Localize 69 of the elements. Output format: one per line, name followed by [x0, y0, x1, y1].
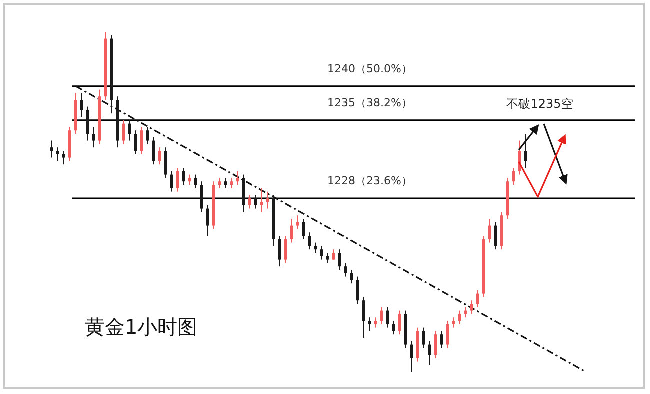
candlestick — [146, 126, 150, 145]
candlestick — [326, 252, 330, 264]
candlestick — [524, 134, 528, 168]
candlestick — [62, 150, 66, 166]
candlestick — [230, 178, 234, 189]
candlestick — [512, 168, 516, 186]
candlestick — [452, 317, 456, 328]
candlestick — [134, 130, 138, 155]
candlestick — [284, 236, 288, 264]
ref-line-label: 1235（38.2%） — [328, 96, 412, 110]
candlestick — [332, 249, 336, 260]
candlestick — [206, 204, 210, 236]
candlestick — [476, 290, 480, 308]
candlestick — [392, 320, 396, 336]
candlestick — [236, 170, 240, 186]
candlestick — [80, 92, 84, 118]
candlestick — [278, 236, 282, 268]
candlestick — [128, 120, 132, 142]
candlestick — [422, 327, 426, 349]
candlestick — [224, 178, 228, 189]
text: 黄金1小时图 — [85, 315, 198, 339]
candlestick — [470, 300, 474, 315]
candlestick — [194, 174, 198, 189]
candlestick — [170, 170, 174, 192]
candlestick — [218, 178, 222, 189]
candlestick — [434, 330, 438, 359]
candlestick — [440, 330, 444, 349]
candlestick — [410, 340, 414, 372]
candlestick — [92, 126, 96, 148]
candlestick — [374, 317, 378, 328]
candlestick — [350, 270, 354, 284]
candlestick — [140, 126, 144, 155]
candlestick — [362, 296, 366, 338]
candlestick — [320, 246, 324, 260]
candlestick — [164, 147, 168, 179]
candlestick — [494, 222, 498, 250]
candlestick — [488, 218, 492, 244]
candlestick — [428, 340, 432, 366]
candlestick — [398, 310, 402, 336]
candlestick — [386, 306, 390, 328]
candlestick — [446, 320, 450, 349]
candlestick — [122, 120, 126, 145]
candlestick — [248, 194, 252, 210]
candlestick — [458, 310, 462, 325]
candlestick — [152, 136, 156, 166]
candlestick — [50, 140, 54, 158]
candlestick — [182, 168, 186, 186]
candlestick — [344, 262, 348, 278]
candlestick — [296, 215, 300, 230]
ref-line-label: 1228（23.6%） — [328, 174, 412, 188]
candlestick — [56, 147, 60, 162]
candlestick — [188, 174, 192, 186]
ref-line-label: 1240（50.0%） — [328, 62, 412, 76]
candlestick — [368, 317, 372, 332]
candlestick — [338, 249, 342, 270]
candlestick — [260, 188, 264, 213]
candlestick — [356, 276, 360, 304]
candlestick — [290, 218, 294, 244]
candlestick — [380, 306, 384, 325]
candlestick — [314, 242, 318, 254]
candlestick — [308, 232, 312, 250]
annotation: 不破1235空 — [506, 97, 574, 111]
candlestick — [302, 218, 306, 240]
candlestick — [86, 106, 90, 142]
candlestick — [266, 191, 270, 210]
candlestick — [200, 181, 204, 213]
candlestick — [176, 168, 180, 192]
candlestick — [158, 147, 162, 166]
candlestick — [254, 194, 258, 210]
